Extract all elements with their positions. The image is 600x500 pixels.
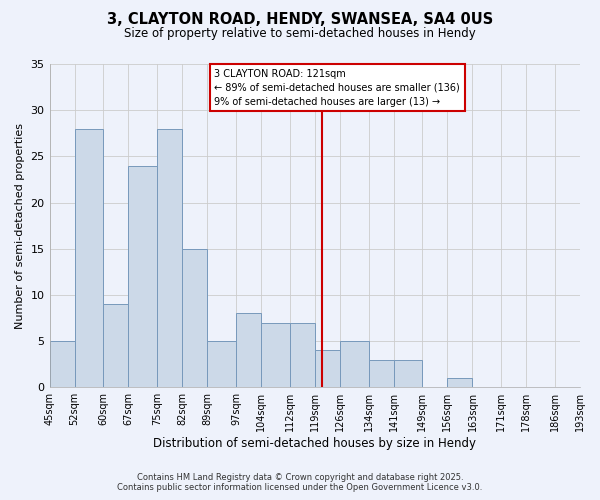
Bar [157,128,182,388]
Bar [74,128,103,388]
Bar [261,322,290,388]
Bar [290,322,315,388]
X-axis label: Distribution of semi-detached houses by size in Hendy: Distribution of semi-detached houses by … [153,437,476,450]
Bar [50,341,74,388]
Bar [236,314,261,388]
Text: Contains HM Land Registry data © Crown copyright and database right 2025.
Contai: Contains HM Land Registry data © Crown c… [118,473,482,492]
Bar [368,360,394,388]
Bar [207,341,236,388]
Bar [128,166,157,388]
Bar [394,360,422,388]
Y-axis label: Number of semi-detached properties: Number of semi-detached properties [15,122,25,328]
Bar [182,249,207,388]
Bar [448,378,472,388]
Bar [340,341,368,388]
Bar [315,350,340,388]
Text: Size of property relative to semi-detached houses in Hendy: Size of property relative to semi-detach… [124,28,476,40]
Bar [103,304,128,388]
Text: 3, CLAYTON ROAD, HENDY, SWANSEA, SA4 0US: 3, CLAYTON ROAD, HENDY, SWANSEA, SA4 0US [107,12,493,28]
Text: 3 CLAYTON ROAD: 121sqm
← 89% of semi-detached houses are smaller (136)
9% of sem: 3 CLAYTON ROAD: 121sqm ← 89% of semi-det… [214,68,460,106]
